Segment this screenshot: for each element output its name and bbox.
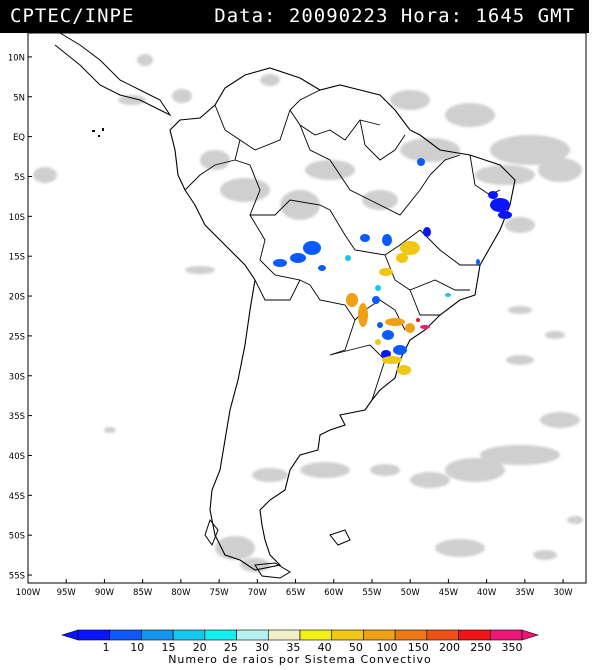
lon-label: 90W <box>95 588 115 598</box>
colorbar-swatch <box>267 629 301 641</box>
lat-label: 30S <box>9 372 25 382</box>
lon-label: 60W <box>324 588 344 598</box>
source-label: CPTEC/INPE <box>10 5 135 27</box>
lat-label: 10S <box>9 213 25 223</box>
lat-label: 15S <box>9 253 25 263</box>
tierra-del-fuego <box>204 518 291 579</box>
colorbar-swatch <box>394 629 428 641</box>
colorbar-swatch <box>172 629 206 641</box>
lat-label: 40S <box>9 452 25 462</box>
colorbar-swatch <box>426 629 459 641</box>
cloud-cover <box>33 54 583 572</box>
lon-label: 65W <box>286 588 306 598</box>
lat-label: 25S <box>9 332 25 342</box>
colorbar-label: 50 <box>349 641 363 654</box>
falkland-islands <box>329 529 351 546</box>
south-america-coastline <box>169 67 516 571</box>
colorbar-label: 20 <box>193 641 207 654</box>
lat-label: EQ <box>13 133 25 143</box>
lat-label: 5N <box>13 93 25 103</box>
galapagos-islands <box>92 128 104 137</box>
lon-label: 45W <box>439 588 459 598</box>
lon-label: 85W <box>133 588 153 598</box>
colorbar-swatch <box>458 629 491 641</box>
colorbar-swatch <box>236 629 269 641</box>
lightning-map: 10N5NEQ5S10S15S20S25S30S35S40S45S50S55S … <box>8 32 587 598</box>
colorbar-label: 350 <box>502 641 523 654</box>
colorbar-swatch <box>109 629 142 641</box>
colorbar-label: 100 <box>377 641 398 654</box>
colorbar-label: 35 <box>286 641 300 654</box>
lon-label: 35W <box>515 588 535 598</box>
colorbar: 1 10 15 20 25 30 35 40 50 100 150 200 250 350 <box>60 629 540 654</box>
latitude-axis: 10N 5N EQ 5S 10S 15S 20S 25S 30S 35S 40S 45S 50S 55S <box>8 53 32 582</box>
colorbar-arrow-right <box>521 629 540 641</box>
colorbar-swatch <box>489 629 523 641</box>
colorbar-label: 200 <box>439 641 460 654</box>
lon-label: 40W <box>477 588 497 598</box>
colorbar-swatch <box>141 629 174 641</box>
lon-label: 55W <box>362 588 382 598</box>
datetime-label: Data: 20090223 Hora: 1645 GMT <box>214 5 575 27</box>
longitude-axis: 100W 95W 90W 85W 80W 75W 70W 65W 60W 55W 50W 45W 40W… <box>16 579 573 598</box>
lon-label: 75W <box>209 588 229 598</box>
colorbar-swatch <box>204 629 237 641</box>
title-bar: CPTEC/INPE Data: 20090223 Hora: 1645 GMT <box>0 0 589 33</box>
colorbar-swatch <box>363 629 396 641</box>
colorbar-label: 30 <box>255 641 269 654</box>
colorbar-label: 10 <box>130 641 144 654</box>
lon-label: 80W <box>171 588 191 598</box>
colorbar-label: 1 <box>103 641 110 654</box>
colorbar-label: 15 <box>161 641 175 654</box>
lat-label: 55S <box>9 572 25 582</box>
lon-label: 70W <box>248 588 268 598</box>
colorbar-label: 40 <box>318 641 332 654</box>
lat-label: 10N <box>8 53 25 63</box>
lat-label: 35S <box>9 412 25 422</box>
map-frame <box>27 32 587 584</box>
lon-label: 30W <box>553 588 573 598</box>
colorbar-label: 25 <box>224 641 238 654</box>
lon-label: 100W <box>16 588 41 598</box>
country-borders <box>184 89 501 401</box>
colorbar-swatch <box>77 629 111 641</box>
lon-label: 50W <box>401 588 421 598</box>
convective-systems <box>273 158 512 375</box>
colorbar-label: 250 <box>470 641 491 654</box>
colorbar-label: 150 <box>408 641 429 654</box>
colorbar-swatch <box>299 629 333 641</box>
colorbar-arrow-left <box>60 629 79 641</box>
colorbar-caption: Numero de raios por Sistema Convectivo <box>168 653 432 666</box>
lon-label: 95W <box>57 588 77 598</box>
lat-label: 50S <box>9 532 25 542</box>
lat-label: 20S <box>9 293 25 303</box>
central-america <box>54 32 172 117</box>
colorbar-swatch <box>331 629 364 641</box>
lat-label: 45S <box>9 492 25 502</box>
lat-label: 5S <box>14 173 25 183</box>
